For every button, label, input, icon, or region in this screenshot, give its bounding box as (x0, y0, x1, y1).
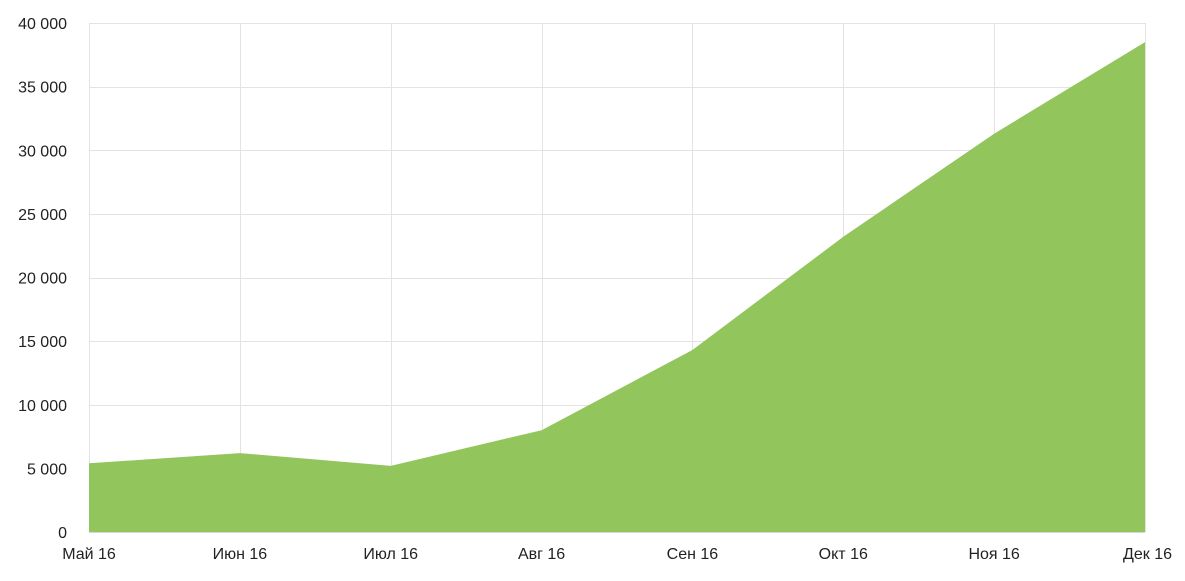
y-axis: 0 5 000 10 000 15 000 20 000 25 000 30 000 35 0… (18, 16, 67, 542)
x-axis: Май 16 Июн 16 Июл 16 Авг 16 Сен 16 Окт 16 Ноя … (62, 546, 1172, 563)
y-tick-label: 30 000 (18, 143, 67, 160)
x-tick-label: Ноя 16 (968, 546, 1019, 563)
x-tick-label: Дек 16 (1123, 546, 1172, 563)
x-tick-label: Окт 16 (819, 546, 868, 563)
y-tick-label: 25 000 (18, 207, 67, 224)
y-tick-label: 5 000 (27, 461, 67, 478)
area-series (89, 42, 1145, 533)
y-tick-label: 15 000 (18, 334, 67, 351)
series-layer (89, 42, 1145, 533)
x-tick-label: Июн 16 (213, 546, 268, 563)
y-tick-label: 10 000 (18, 398, 67, 415)
x-tick-label: Июл 16 (363, 546, 418, 563)
y-tick-label: 0 (58, 525, 67, 542)
y-tick-label: 35 000 (18, 80, 67, 97)
y-tick-label: 20 000 (18, 271, 67, 288)
y-tick-label: 40 000 (18, 16, 67, 33)
x-tick-label: Май 16 (62, 546, 116, 563)
x-tick-label: Сен 16 (667, 546, 719, 563)
x-tick-label: Авг 16 (518, 546, 565, 563)
